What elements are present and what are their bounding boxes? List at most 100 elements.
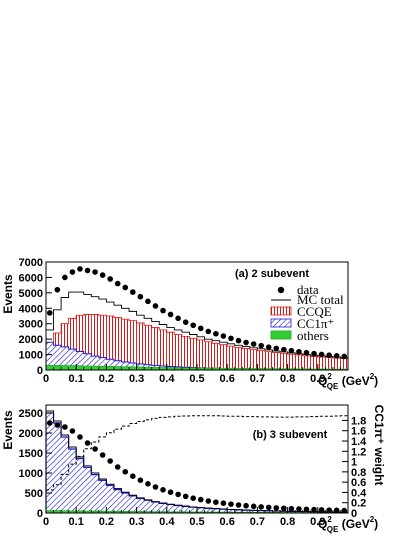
data-point bbox=[341, 353, 348, 360]
data-point bbox=[235, 337, 242, 344]
y-tick-label: 500 bbox=[25, 488, 43, 500]
others-bar bbox=[98, 511, 107, 513]
data-point bbox=[137, 293, 144, 300]
cc1pi-bar bbox=[212, 508, 220, 513]
panel-b-ticks: 00.20.40.60.811.21.41.61.80 0.1 0.2 0.3 0.4 0… bbox=[19, 408, 368, 528]
others-bar bbox=[121, 511, 130, 513]
ccqe-bar bbox=[272, 352, 281, 370]
cc1pi-bar bbox=[159, 503, 167, 513]
data-point bbox=[167, 489, 174, 496]
cc1pi-bar bbox=[46, 413, 54, 513]
cc1pi-bar bbox=[91, 474, 99, 513]
data-point bbox=[296, 348, 302, 355]
others-bar bbox=[249, 368, 258, 370]
data-point bbox=[213, 330, 219, 337]
ccqe-bar bbox=[302, 355, 311, 370]
x-tick-label: 0.8 bbox=[280, 373, 295, 385]
data-point bbox=[54, 422, 61, 428]
data-point bbox=[84, 440, 91, 446]
others-bar bbox=[166, 511, 175, 513]
data-point bbox=[77, 266, 83, 272]
panel-a: 0 0.1 0.2 0.3 0.4 0.5 0.6 0.7 0.8 0.9010002000300… bbox=[1, 257, 378, 391]
data-point bbox=[326, 352, 332, 358]
x-tick-label: 0 bbox=[43, 373, 49, 385]
data-point bbox=[107, 458, 113, 464]
panel-b-xlabel: Q2 QE (GeV2) bbox=[318, 515, 378, 534]
others-bar bbox=[151, 367, 160, 370]
data-point bbox=[160, 307, 166, 314]
data-point bbox=[175, 491, 181, 498]
x-tick-label: 0.4 bbox=[159, 373, 175, 385]
x-tick-label: 0.3 bbox=[129, 373, 144, 385]
others-bar bbox=[83, 365, 92, 370]
x-tick-label: 0.6 bbox=[220, 373, 235, 385]
others-bar bbox=[76, 510, 84, 513]
data-point bbox=[250, 503, 257, 510]
others-bar bbox=[204, 368, 213, 370]
others-bar bbox=[219, 368, 228, 370]
data-point bbox=[213, 499, 219, 506]
x-tick-label: 0.1 bbox=[69, 516, 84, 528]
y2-tick-label: 1.4 bbox=[351, 436, 367, 448]
x-tick-label: 0.7 bbox=[250, 516, 265, 528]
ccqe-bar bbox=[174, 334, 182, 370]
data-point bbox=[99, 272, 106, 278]
data-point bbox=[114, 464, 121, 470]
data-point bbox=[205, 498, 212, 504]
others-bar bbox=[129, 366, 137, 370]
cc1pi-bar bbox=[189, 507, 197, 513]
cc1pi-bar bbox=[249, 510, 258, 513]
data-point bbox=[296, 506, 302, 512]
ccqe-bar bbox=[295, 355, 303, 370]
others-bar bbox=[91, 511, 99, 513]
others-bar bbox=[174, 367, 182, 370]
data-point bbox=[341, 507, 348, 514]
x-tick-label: 0.9 bbox=[310, 516, 325, 528]
cc1pi-bar bbox=[113, 489, 122, 513]
ccqe-bar bbox=[166, 332, 175, 370]
cc1pi-bar bbox=[61, 437, 69, 513]
others-bar bbox=[106, 366, 114, 370]
others-bar bbox=[166, 367, 175, 370]
panel-a-ylabel: Events bbox=[1, 274, 15, 314]
data-point bbox=[54, 286, 61, 293]
data-point bbox=[258, 504, 264, 510]
others-bar bbox=[68, 510, 77, 513]
others-bar bbox=[53, 510, 62, 513]
others-bar bbox=[151, 511, 160, 513]
legend-ccqe-swatch bbox=[270, 306, 292, 316]
others-bar bbox=[113, 366, 122, 370]
data-point bbox=[137, 477, 144, 484]
data-point bbox=[107, 276, 113, 282]
others-bar bbox=[295, 368, 303, 370]
others-bar bbox=[129, 511, 137, 513]
data-point bbox=[99, 452, 106, 458]
data-point bbox=[243, 339, 249, 346]
cc1pi-bar bbox=[113, 360, 122, 370]
cc1pi-bar bbox=[234, 509, 243, 513]
x-tick-label: 0.1 bbox=[69, 373, 84, 385]
data-point bbox=[69, 428, 76, 434]
data-point bbox=[130, 473, 136, 480]
cc1pi-bar bbox=[227, 509, 235, 513]
cc1pi-bar bbox=[83, 467, 92, 513]
legend-others-swatch bbox=[270, 330, 292, 340]
cc1pi-bar bbox=[53, 423, 62, 513]
ccqe-bar bbox=[76, 315, 84, 370]
data-point bbox=[220, 500, 227, 507]
data-point bbox=[265, 344, 272, 350]
cc1pi-bar bbox=[61, 346, 69, 370]
others-bar bbox=[106, 511, 114, 513]
y-tick-label: 5000 bbox=[19, 288, 43, 300]
y-tick-label: 1000 bbox=[19, 468, 43, 480]
data-point bbox=[311, 350, 317, 357]
data-point bbox=[281, 505, 287, 512]
cc1pi-bar bbox=[219, 509, 228, 513]
cc1pi-bar bbox=[121, 493, 130, 513]
others-bar bbox=[61, 365, 69, 370]
cc1pi-bar bbox=[174, 505, 182, 513]
others-bar bbox=[197, 367, 205, 370]
ccqe-bar bbox=[144, 325, 152, 370]
others-bar bbox=[227, 368, 235, 370]
